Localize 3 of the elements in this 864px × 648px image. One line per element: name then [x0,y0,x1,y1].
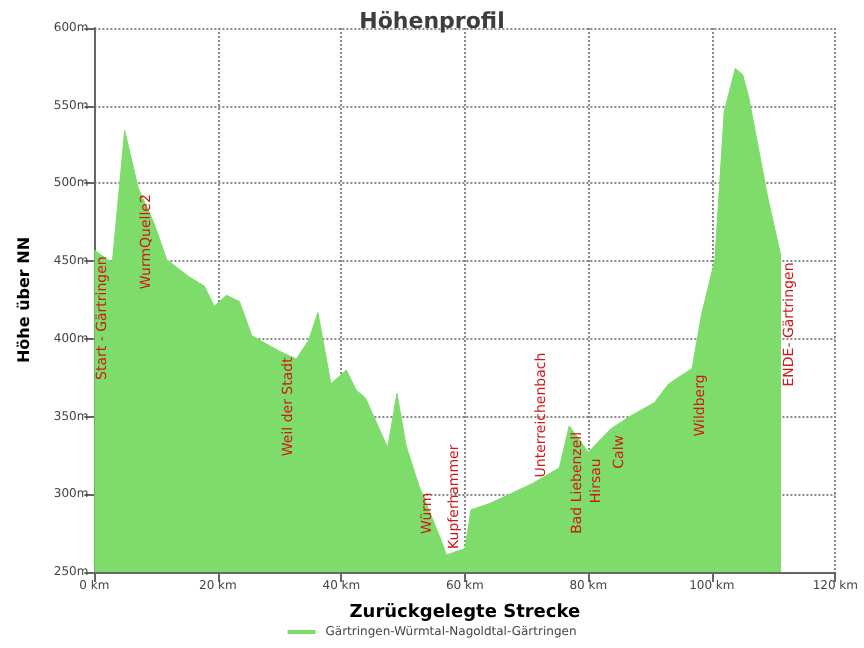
chart-title: Höhenprofil [359,8,505,34]
x-axis-title: Zurückgelegte Strecke [349,603,581,623]
y-axis-title: Höhe über NN [15,236,33,364]
